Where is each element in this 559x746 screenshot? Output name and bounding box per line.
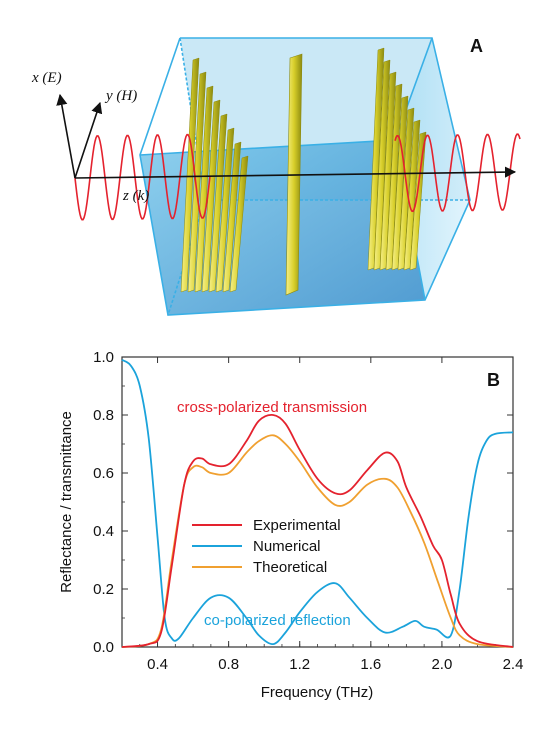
series-lines (121, 359, 514, 648)
annotation-transmission: cross-polarized transmission (177, 399, 367, 416)
legend: Experimental Numerical Theoretical (192, 517, 341, 576)
y-tick-label: 1.0 (93, 349, 114, 366)
panel-b-chart: 0.4 0.8 1.2 1.6 2.0 2.4 0.0 0.2 0.4 0.6 0.8 1.0 Fr… (58, 349, 523, 701)
x-tick-label: 0.4 (147, 656, 168, 673)
panel-a-label: A (470, 36, 483, 56)
x-tick-label: 2.0 (431, 656, 452, 673)
y-axis-label: y (H) (104, 88, 137, 104)
y-tick-label: 0.6 (93, 465, 114, 482)
legend-label-numerical: Numerical (253, 538, 321, 555)
grating-rod (222, 141, 242, 293)
x-tick-label: 2.4 (503, 656, 524, 673)
annotation-reflection: co-polarized reflection (204, 612, 351, 629)
y-ticks: 0.0 0.2 0.4 0.6 0.8 1.0 (93, 349, 513, 656)
z-axis-label: z (k) (122, 188, 149, 204)
y-tick-label: 0.0 (93, 639, 114, 656)
y-tick-label: 0.2 (93, 581, 114, 598)
em-wave (74, 133, 521, 221)
series-line-experimental (121, 414, 514, 648)
x-ticks: 0.4 0.8 1.2 1.6 2.0 2.4 (121, 357, 524, 673)
x-axis-label: x (E) (31, 70, 62, 86)
grating-rod (215, 127, 235, 293)
y-tick-label: 0.4 (93, 523, 114, 540)
legend-label-experimental: Experimental (253, 517, 341, 534)
x-tick-label: 1.6 (360, 656, 381, 673)
grating-left (180, 57, 249, 293)
x-tick-label: 0.8 (218, 656, 239, 673)
grating-rod (180, 57, 200, 293)
grating-rod (409, 131, 427, 271)
y-tick-label: 0.8 (93, 407, 114, 424)
coordinate-axes (56, 93, 517, 179)
legend-label-theoretical: Theoretical (253, 559, 327, 576)
grating-rod (201, 99, 221, 293)
grating-rod (194, 85, 214, 293)
panel-a-schematic: x (E) y (H) z (k) A (31, 36, 521, 316)
y-axis-title: Reflectance / transmittance (58, 411, 75, 593)
grating-rod (229, 155, 249, 293)
grating-rod (187, 71, 207, 293)
x-axis-title: Frequency (THz) (261, 684, 374, 701)
grating-rod (208, 113, 228, 293)
panel-b-label: B (487, 370, 500, 390)
x-tick-label: 1.2 (289, 656, 310, 673)
grating-right (367, 47, 427, 271)
